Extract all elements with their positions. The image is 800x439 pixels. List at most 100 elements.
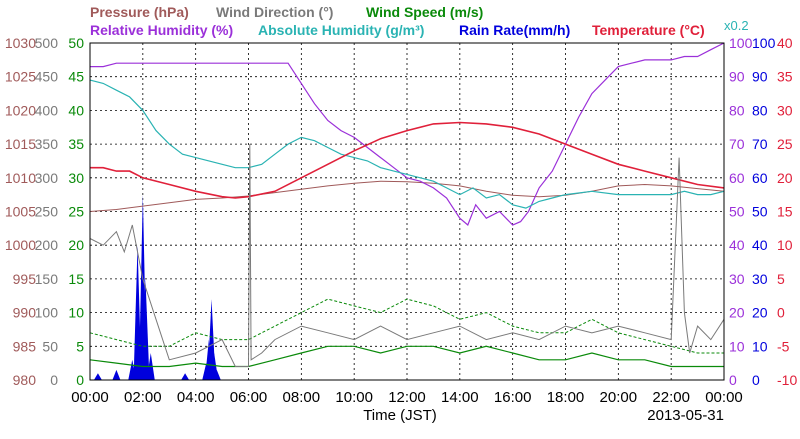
x-tick-label: 16:00 [494, 389, 532, 406]
y-tick-humidity: 30 [729, 271, 745, 287]
y-tick-wind_speed: 45 [68, 69, 84, 85]
series-pressure-hpa [89, 180, 725, 212]
y-tick-rain: 90 [752, 69, 768, 85]
x-tick-label: 00:00 [71, 389, 109, 406]
legend-wind-direction: Wind Direction (°) [216, 4, 333, 20]
y-tick-wind_speed: 10 [68, 305, 84, 321]
y-tick-rain: 40 [752, 237, 768, 253]
x-tick-label: 22:00 [652, 389, 690, 406]
y-tick-rain: 50 [752, 204, 768, 220]
y-tick-humidity: 0 [729, 372, 737, 388]
y-tick-wind_dir: 0 [50, 372, 58, 388]
y-tick-temperature: 5 [777, 271, 785, 287]
plot-area [89, 42, 725, 380]
series-temperature-c [90, 121, 725, 199]
y-tick-rain: 80 [752, 102, 768, 118]
x-tick-label: 06:00 [230, 389, 268, 406]
y-tick-pressure: 1030 [5, 35, 36, 51]
y-tick-rain: 20 [752, 305, 768, 321]
series-wind-speed-m-s [89, 345, 724, 368]
legend-pressure: Pressure (hPa) [90, 4, 189, 20]
x-tick-label: 18:00 [547, 389, 585, 406]
x-tick-label: 08:00 [283, 389, 321, 406]
y-tick-temperature: 20 [777, 170, 793, 186]
y-tick-humidity: 60 [729, 170, 745, 186]
grid [90, 43, 724, 380]
y-tick-temperature: -5 [777, 338, 790, 354]
y-tick-wind_dir: 50 [42, 338, 58, 354]
x-tick-label: 00:00 [705, 389, 743, 406]
y-tick-temperature: 0 [777, 305, 785, 321]
y-tick-wind_dir: 300 [35, 170, 59, 186]
axis-ticks: 00:00 02:00 04:00 06:00 08:00 10:00 12:00 14:00… [5, 35, 798, 406]
y-tick-temperature: 10 [777, 237, 793, 253]
y-tick-wind_speed: 5 [76, 338, 84, 354]
legend-wind-speed: Wind Speed (m/s) [366, 4, 483, 20]
y-tick-humidity: 80 [729, 102, 745, 118]
y-tick-wind_speed: 0 [76, 372, 84, 388]
x-tick-label: 14:00 [441, 389, 479, 406]
legend-relative-humidity: Relative Humidity (%) [90, 22, 233, 38]
y-tick-wind_dir: 250 [35, 204, 59, 220]
y-tick-wind_speed: 40 [68, 102, 84, 118]
y-tick-pressure: 1000 [5, 237, 36, 253]
y-tick-pressure: 990 [13, 305, 37, 321]
y-tick-wind_speed: 15 [68, 271, 84, 287]
y-tick-wind_dir: 450 [35, 69, 59, 85]
y-tick-wind_dir: 100 [35, 305, 59, 321]
series-wind-gust-m-s [89, 298, 724, 354]
series-relative-humidity [90, 42, 725, 227]
y-tick-rain: 0 [752, 372, 760, 388]
plot-frame [89, 42, 725, 381]
y-tick-wind_speed: 35 [68, 136, 84, 152]
rain-bar [181, 373, 190, 380]
y-tick-temperature: 40 [777, 35, 793, 51]
x-axis-label: Time (JST) [363, 407, 437, 424]
x-tick-label: 04:00 [177, 389, 215, 406]
y-tick-wind_dir: 350 [35, 136, 59, 152]
series-absolute-humidity-g-m [89, 79, 725, 209]
rain-bar [93, 373, 102, 380]
x-tick-label: 20:00 [600, 389, 638, 406]
y-tick-humidity: 40 [729, 237, 745, 253]
rain-bar [141, 278, 150, 380]
rain-bar [212, 369, 221, 380]
y-tick-pressure: 980 [13, 372, 37, 388]
x-tick-label: 02:00 [124, 389, 162, 406]
y-tick-pressure: 985 [13, 338, 37, 354]
y-tick-temperature: 35 [777, 69, 793, 85]
y-tick-temperature: 25 [777, 136, 793, 152]
series-wind-direction [89, 144, 725, 367]
y-tick-humidity: 10 [729, 338, 745, 354]
rain-bar [133, 245, 142, 380]
date-label: 2013-05-31 [647, 407, 724, 424]
y-tick-humidity: 20 [729, 305, 745, 321]
y-tick-rain: 60 [752, 170, 768, 186]
y-tick-pressure: 1005 [5, 204, 36, 220]
y-tick-wind_speed: 20 [68, 237, 84, 253]
y-tick-temperature: 30 [777, 102, 793, 118]
y-tick-humidity: 70 [729, 136, 745, 152]
y-tick-rain: 70 [752, 136, 768, 152]
y-tick-humidity: 90 [729, 69, 745, 85]
y-tick-wind_dir: 400 [35, 102, 59, 118]
y-tick-pressure: 1025 [5, 69, 36, 85]
y-tick-temperature: -10 [777, 372, 797, 388]
y-tick-wind_speed: 30 [68, 170, 84, 186]
y-tick-wind_speed: 50 [68, 35, 84, 51]
y-tick-pressure: 995 [13, 271, 37, 287]
y-tick-pressure: 1015 [5, 136, 36, 152]
y-tick-humidity: 100 [729, 35, 753, 51]
y-tick-rain: 10 [752, 338, 768, 354]
y-tick-pressure: 1010 [5, 170, 36, 186]
legend-rain-rate: Rain Rate(mm/h) [459, 22, 570, 38]
legend-temperature: Temperature (°C) [592, 22, 705, 38]
x-tick-label: 12:00 [388, 389, 426, 406]
x-tick-label: 10:00 [335, 389, 373, 406]
y-tick-temperature: 15 [777, 204, 793, 220]
rain-bar [112, 369, 121, 380]
y-tick-rain: 30 [752, 271, 768, 287]
y-tick-rain: 100 [752, 35, 776, 51]
